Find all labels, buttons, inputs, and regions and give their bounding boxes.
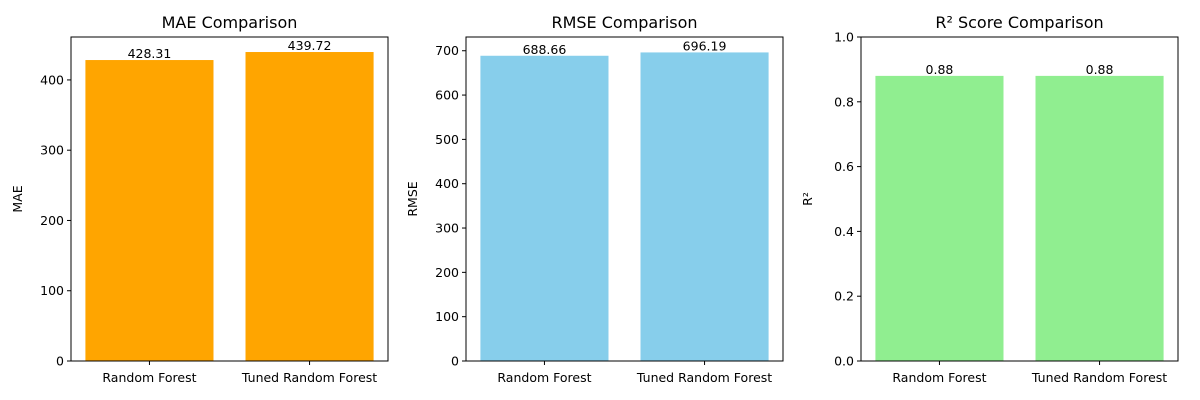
bar-0-1 (245, 52, 374, 361)
x-tick-label-2-0: Random Forest (892, 370, 986, 385)
x-tick-label-0-1: Tuned Random Forest (241, 370, 377, 385)
data-label-1-0: 688.66 (523, 42, 567, 57)
y-axis-label-0: MAE (10, 185, 25, 212)
chart-1: 688.66 Random Forest 696.19 Tuned Random Fo… (405, 13, 784, 385)
y-tick-label-1-0: 0 (451, 354, 459, 369)
chart-2: 0.88 Random Forest 0.88 Tuned Random Forest… (800, 13, 1179, 385)
y-tick-label-0-1: 100 (40, 283, 64, 298)
bar-1-0 (480, 55, 609, 361)
x-tick-label-2-1: Tuned Random Forest (1031, 370, 1167, 385)
y-tick-label-2-5: 1.0 (834, 30, 854, 45)
y-tick-label-1-3: 300 (435, 221, 459, 236)
chart-title-1: RMSE Comparison (551, 13, 697, 32)
data-label-2-0: 0.88 (926, 62, 954, 77)
y-tick-label-1-7: 700 (435, 43, 459, 58)
data-label-0-1: 439.72 (288, 38, 332, 53)
y-axis-label-2: R² (800, 192, 815, 206)
y-tick-label-2-3: 0.6 (834, 159, 854, 174)
y-tick-label-2-1: 0.2 (834, 289, 854, 304)
chart-title-0: MAE Comparison (162, 13, 298, 32)
y-tick-label-0-4: 400 (40, 72, 64, 87)
y-tick-label-0-0: 0 (56, 354, 64, 369)
data-label-1-1: 696.19 (683, 38, 727, 53)
y-tick-label-1-5: 500 (435, 132, 459, 147)
chart-0: 428.31 Random Forest 439.72 Tuned Random Fo… (10, 13, 389, 385)
y-tick-label-1-6: 600 (435, 88, 459, 103)
data-label-2-1: 0.88 (1086, 62, 1114, 77)
bar-2-1 (1035, 75, 1164, 361)
chart-title-2: R² Score Comparison (935, 13, 1103, 32)
x-tick-label-1-0: Random Forest (497, 370, 591, 385)
bar-0-0 (85, 60, 214, 362)
axes-frame-0 (70, 36, 389, 362)
y-tick-label-2-4: 0.8 (834, 94, 854, 109)
bar-2-0 (875, 75, 1004, 361)
y-tick-label-2-2: 0.4 (834, 224, 854, 239)
y-tick-label-1-1: 100 (435, 309, 459, 324)
y-tick-label-1-4: 400 (435, 176, 459, 191)
bar-1-1 (640, 52, 769, 362)
axes-frame-1 (465, 36, 784, 362)
axes-frame-2 (860, 36, 1179, 362)
x-tick-label-1-1: Tuned Random Forest (636, 370, 772, 385)
y-tick-label-1-2: 200 (435, 265, 459, 280)
y-tick-label-2-0: 0.0 (834, 354, 854, 369)
data-label-0-0: 428.31 (128, 46, 172, 61)
y-tick-label-0-3: 300 (40, 143, 64, 158)
x-tick-label-0-0: Random Forest (102, 370, 196, 385)
y-axis-label-1: RMSE (405, 181, 420, 216)
y-tick-label-0-2: 200 (40, 213, 64, 228)
